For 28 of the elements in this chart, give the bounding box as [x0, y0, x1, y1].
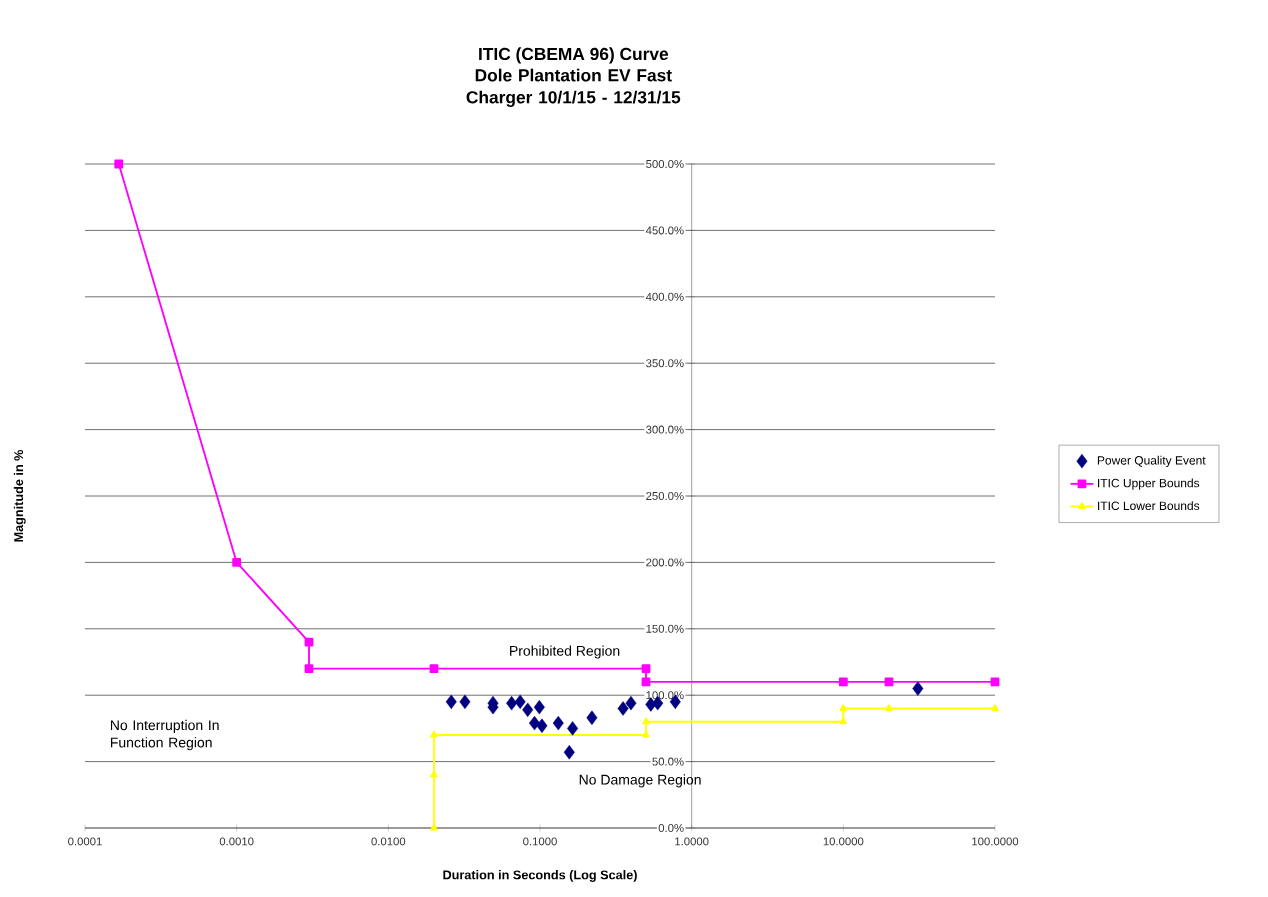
x-tick-label: 0.0010 — [219, 837, 254, 846]
x-tick-label: 10.0000 — [823, 837, 864, 846]
chart-title: ITIC (CBEMA 96) Curve — [479, 47, 669, 64]
x-tick-label: 1.0000 — [675, 837, 709, 846]
y-tick-label: 100.0% — [646, 691, 684, 700]
y-tick-label: 300.0% — [646, 425, 684, 434]
annotation: Prohibited Region — [510, 645, 620, 659]
x-axis-title: Duration in Seconds (Log Scale) — [443, 870, 637, 882]
y-tick-label: 50.0% — [652, 757, 684, 766]
y-axis-title: Magnitude in % — [13, 449, 26, 542]
y-tick-label: 400.0% — [645, 292, 684, 301]
x-tick-label: 0.0100 — [371, 837, 406, 846]
annotation: No Damage Region — [579, 774, 701, 788]
x-tick-label: 0.0001 — [68, 837, 102, 846]
annotation: No Interruption In Function Region — [110, 719, 219, 751]
legend-label: Power Quality Event — [1097, 455, 1206, 467]
x-tick-label: 100.0000 — [972, 837, 1019, 846]
y-tick-label: 500.0% — [646, 160, 684, 169]
chart-subtitle: Dole Plantation EV Fast Charger 10/1/15 - 12/31/15 — [466, 68, 681, 107]
y-tick-label: 150.0% — [646, 624, 684, 633]
y-tick-label: 350.0% — [646, 359, 684, 368]
y-tick-label: 450.0% — [645, 226, 684, 235]
y-tick-label: 0.0% — [658, 824, 684, 833]
x-tick-label: 0.1000 — [523, 837, 557, 846]
y-tick-label: 250.0% — [646, 492, 684, 501]
legend-label: ITIC Upper Bounds — [1098, 478, 1200, 490]
legend-label: ITIC Lower Bounds — [1098, 501, 1200, 511]
y-tick-label: 200.0% — [646, 558, 684, 567]
